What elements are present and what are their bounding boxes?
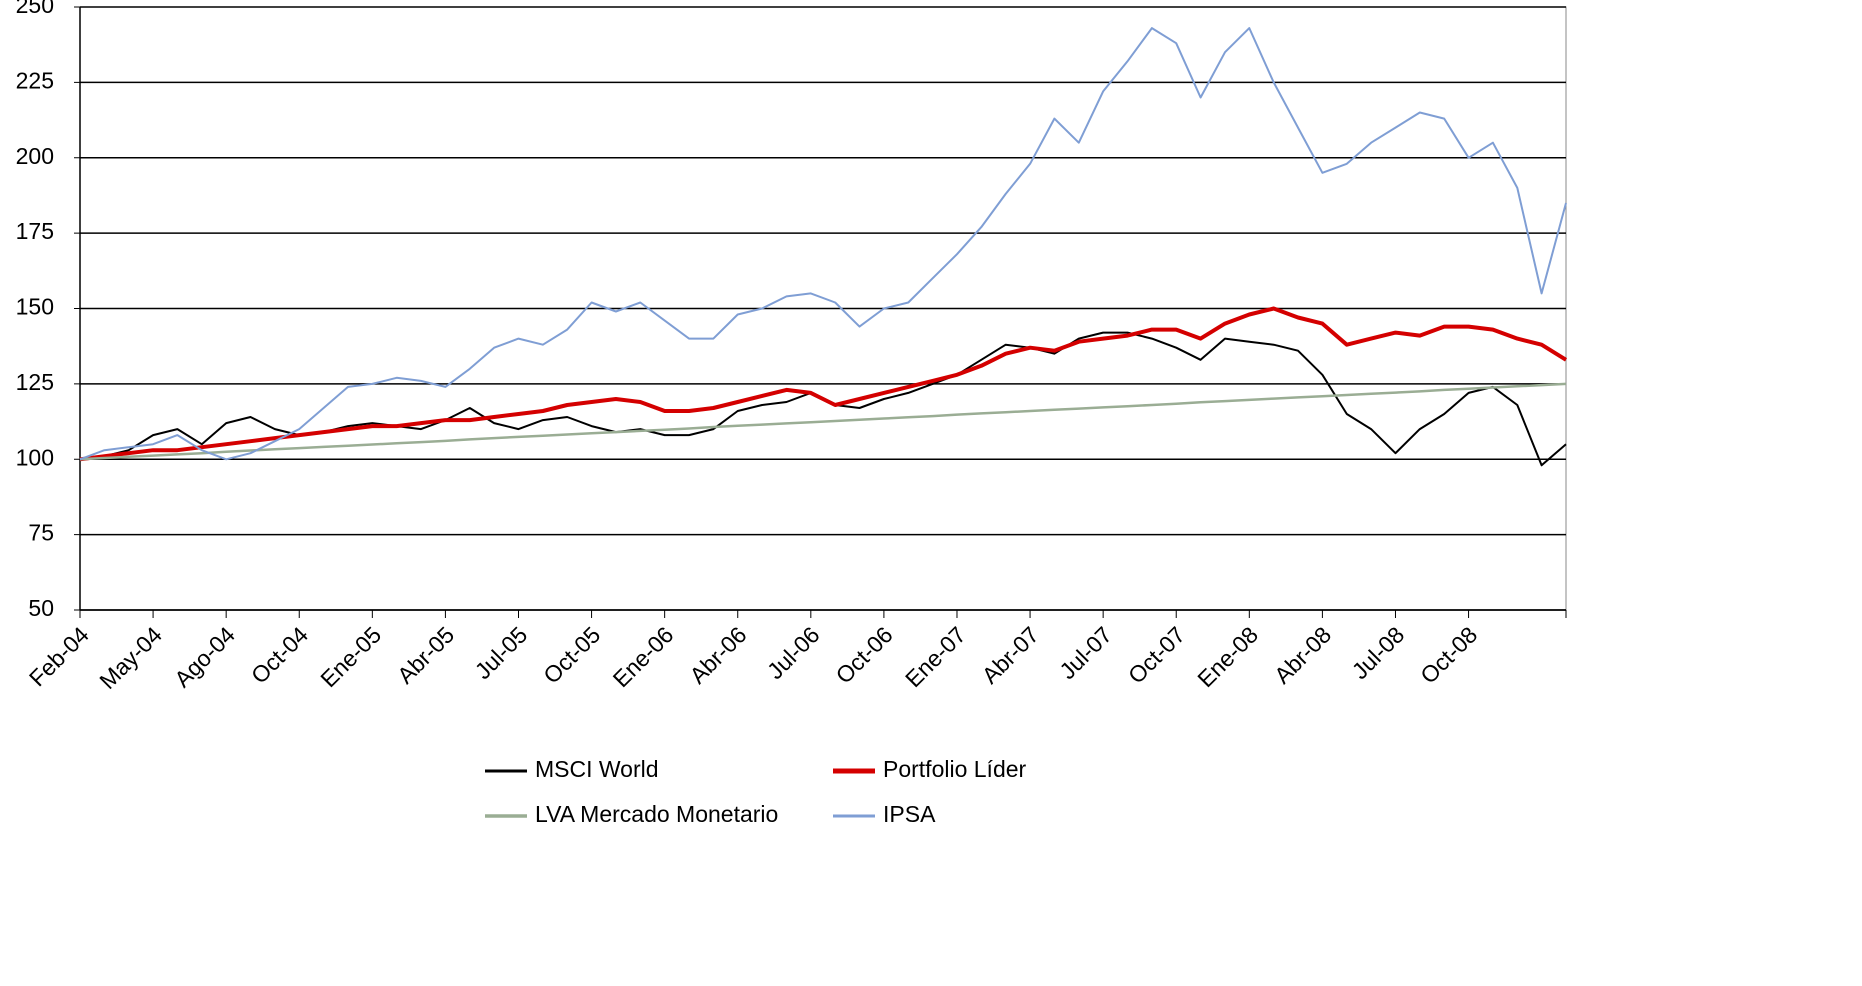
- x-tick-label: Ene-06: [608, 621, 679, 692]
- x-tick-label: Oct-06: [831, 621, 898, 688]
- y-tick-label: 125: [16, 369, 54, 395]
- x-tick-label: Oct-08: [1415, 621, 1482, 688]
- legend-label: LVA Mercado Monetario: [535, 801, 778, 827]
- x-tick-label: Jul-05: [470, 621, 533, 684]
- series-line: [79, 306, 1568, 462]
- legend-label: Portfolio Líder: [883, 756, 1027, 782]
- legend-label: MSCI World: [535, 756, 659, 782]
- legend-label: IPSA: [883, 801, 936, 827]
- x-tick-label: Oct-04: [246, 621, 313, 688]
- x-tick-label: Oct-07: [1123, 621, 1190, 688]
- x-tick-label: Jul-08: [1347, 621, 1410, 684]
- y-tick-label: 175: [16, 218, 54, 244]
- x-tick-label: Abr-05: [392, 621, 459, 688]
- y-tick-label: 100: [16, 444, 54, 470]
- series-line: [79, 27, 1567, 461]
- x-tick-label: Ene-07: [900, 621, 971, 692]
- x-tick-label: Abr-07: [977, 621, 1044, 688]
- x-tick-label: May-04: [94, 621, 167, 694]
- y-tick-label: 225: [16, 67, 54, 93]
- y-tick-label: 50: [28, 595, 54, 621]
- x-tick-label: Jul-06: [762, 621, 825, 684]
- y-tick-label: 250: [16, 0, 54, 18]
- x-tick-label: Feb-04: [24, 621, 94, 691]
- series-line: [79, 382, 1567, 461]
- y-tick-label: 200: [16, 143, 54, 169]
- x-tick-label: Abr-08: [1269, 621, 1336, 688]
- x-tick-label: Abr-06: [684, 621, 751, 688]
- x-tick-label: Jul-07: [1054, 621, 1117, 684]
- x-tick-label: Oct-05: [538, 621, 605, 688]
- x-tick-label: Ene-08: [1192, 621, 1263, 692]
- x-tick-label: Ago-04: [169, 621, 240, 692]
- y-tick-label: 75: [28, 520, 54, 546]
- y-tick-label: 150: [16, 294, 54, 320]
- x-tick-label: Ene-05: [315, 621, 386, 692]
